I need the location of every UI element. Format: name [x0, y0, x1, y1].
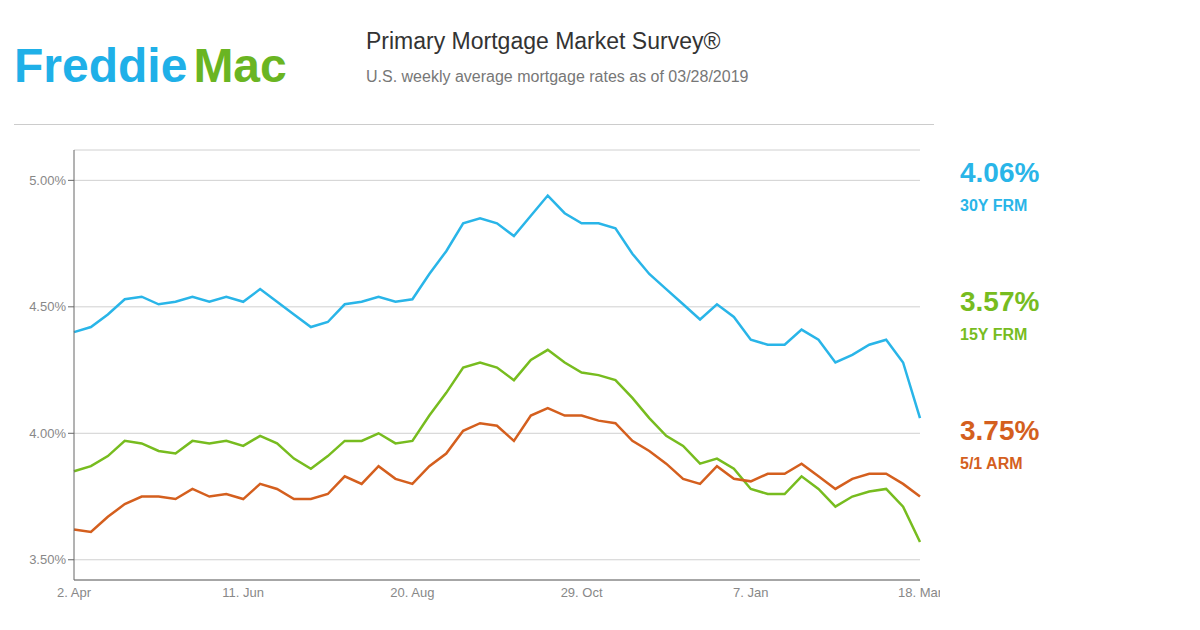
html-text:3.75%: 3.75%: [960, 415, 1040, 446]
svg-text:2. Apr: 2. Apr: [57, 585, 92, 600]
html-text:3.57%: 3.57%: [960, 286, 1040, 317]
html-text:Freddie Mac: Freddie Mac: [14, 39, 287, 92]
html-text:5/1 ARM: 5/1 ARM: [960, 455, 1023, 472]
svg-text:7. Jan: 7. Jan: [733, 585, 768, 600]
svg-text:29. Oct: 29. Oct: [561, 585, 603, 600]
svg-text:11. Jun: 11. Jun: [222, 585, 264, 600]
svg-text:3.50%: 3.50%: [29, 552, 66, 567]
html-text:30Y FRM: 30Y FRM: [960, 197, 1028, 214]
svg-text:20. Aug: 20. Aug: [390, 585, 434, 600]
svg-text:4.00%: 4.00%: [29, 426, 66, 441]
html-text:Primary Mortgage Market Survey: Primary Mortgage Market Survey®: [366, 28, 721, 54]
svg-text:4.50%: 4.50%: [29, 299, 66, 314]
html-text:4.06%: 4.06%: [960, 157, 1040, 188]
svg-text:5.00%: 5.00%: [29, 173, 66, 188]
html-text:15Y FRM: 15Y FRM: [960, 326, 1028, 343]
svg-text:18. Mar: 18. Mar: [898, 585, 940, 600]
html-text:U.S. weekly average mortgage r: U.S. weekly average mortgage rates as of…: [366, 68, 749, 85]
